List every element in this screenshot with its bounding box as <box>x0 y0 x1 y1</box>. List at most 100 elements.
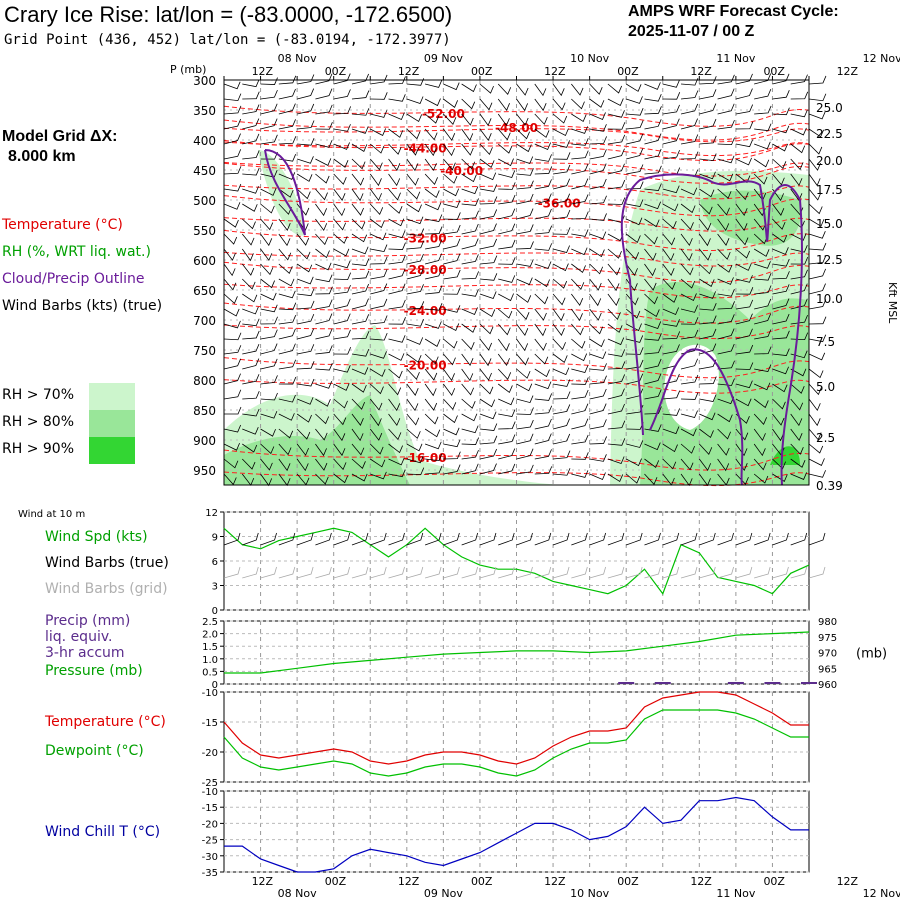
wind-barb <box>626 359 644 370</box>
wind-barb <box>644 218 660 228</box>
wind-barb <box>662 426 680 435</box>
wind-barb <box>607 122 626 130</box>
wind-barb <box>644 389 662 400</box>
wind-barb <box>552 293 566 306</box>
wind-barb <box>680 248 693 262</box>
wind-barb <box>406 143 419 156</box>
wind-barb <box>808 203 823 215</box>
wind-barb <box>698 233 711 247</box>
wind-barb <box>626 458 642 467</box>
wind-barb <box>315 122 333 130</box>
wind-barb <box>443 439 461 448</box>
wind-barb <box>260 292 277 301</box>
wind-barb <box>315 381 333 389</box>
surface-wind-barb-grid <box>717 566 734 579</box>
wind-barb <box>571 389 589 400</box>
wind-barb <box>717 188 732 199</box>
height-tick-label: 20.0 <box>816 154 843 168</box>
wind-barb <box>370 74 388 85</box>
wind-barb <box>753 398 769 409</box>
wind-barb <box>607 349 626 357</box>
wind-barb <box>242 374 260 385</box>
wind-barb <box>497 383 513 394</box>
wind-barb <box>772 284 790 295</box>
wind-barb <box>717 218 730 232</box>
wind-barb <box>278 75 297 85</box>
wind-barb <box>333 398 348 409</box>
wind-barb <box>772 90 790 100</box>
wind-barb <box>424 173 438 186</box>
wind-barb <box>589 293 602 307</box>
wind-barb <box>479 411 497 420</box>
wind-barb <box>644 201 662 210</box>
surface-wind-barb <box>315 532 332 546</box>
surface-wind-barb <box>406 532 424 546</box>
wind-barb <box>607 179 626 190</box>
wind-barb <box>626 347 644 355</box>
wind-barb <box>626 148 644 160</box>
wind-barb <box>424 428 441 438</box>
rh-70-swatch <box>89 383 135 410</box>
surface-wind-barb-grid <box>406 566 424 579</box>
wind-barb <box>735 362 754 370</box>
wind-barb <box>278 315 297 325</box>
wind-barb <box>644 345 662 355</box>
wind-barb <box>753 473 769 484</box>
wind-barb <box>808 443 824 454</box>
wind-barb <box>772 173 785 186</box>
wind-barb <box>278 248 292 261</box>
surface-wind-barb <box>296 532 314 546</box>
wind-barb <box>278 278 295 287</box>
wind-barb <box>315 188 328 201</box>
top-date-label: 09 Nov <box>424 52 463 65</box>
wind-barb <box>735 299 754 310</box>
wind-barb <box>534 338 547 351</box>
wind-barb <box>681 392 699 400</box>
wind-barb <box>315 443 327 457</box>
wind-barb <box>790 458 806 468</box>
wind-barb <box>351 218 366 230</box>
wind-barb <box>534 142 552 151</box>
wind-barb <box>296 248 311 260</box>
wind-barb <box>388 94 406 102</box>
wind-barb <box>754 329 772 340</box>
wind-barb <box>260 233 273 247</box>
wind-barb <box>260 316 278 325</box>
wind-barb <box>479 209 498 220</box>
wind-barb <box>351 126 369 134</box>
wind-barb <box>370 471 387 480</box>
height-tick-label: 2.5 <box>816 431 835 445</box>
wind-barb <box>497 98 510 112</box>
wind-barb <box>534 154 552 162</box>
wind-barb <box>772 233 788 243</box>
temperature-contour <box>223 251 810 267</box>
wind-barb <box>443 398 457 411</box>
wind-barb <box>351 283 370 295</box>
wind-barb <box>351 413 364 426</box>
surface-wind-barb-grid <box>808 566 826 579</box>
wind-barb <box>607 323 623 333</box>
wind-barb <box>424 128 438 141</box>
wind-barb <box>772 143 789 152</box>
wind-barb <box>315 345 333 355</box>
wind-barb <box>461 413 478 422</box>
surface-wind-barb <box>772 532 789 546</box>
wind-barb <box>680 374 699 385</box>
wind-barb <box>278 263 293 274</box>
pressure-tick-label: 750 <box>193 344 216 358</box>
wind-barb <box>498 170 516 178</box>
wind-barb <box>242 218 256 230</box>
wind-barb <box>443 82 460 91</box>
wind-barb <box>242 318 260 327</box>
wind-barb <box>534 225 553 235</box>
wind-barb <box>735 328 753 340</box>
wind-barb <box>223 183 242 192</box>
wind-barb <box>680 118 698 130</box>
wind-barb <box>443 188 460 197</box>
rh-90-label: RH > 90% <box>2 441 75 457</box>
top-hour-label: 00Z <box>325 65 347 78</box>
panel-3-frame <box>223 691 810 783</box>
wind-barb <box>388 353 405 361</box>
wind-barb <box>625 233 641 244</box>
wind-barb <box>772 366 789 375</box>
